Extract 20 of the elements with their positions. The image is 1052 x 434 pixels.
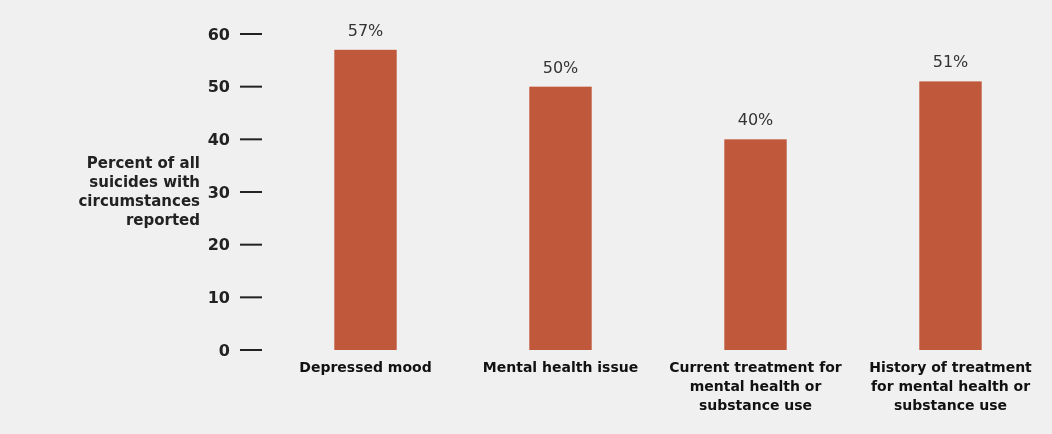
y-tick-label: 40 [207,129,230,149]
x-tick-label: Mental health issue [482,359,639,375]
bar [529,86,592,350]
y-tick-label: 30 [207,182,230,202]
x-tick-label: Depressed mood [299,359,432,375]
bar [919,81,982,350]
bar [724,139,787,350]
data-label: 51% [932,52,969,72]
data-label: 57% [347,20,384,40]
y-tick-label: 50 [207,77,230,97]
bar [334,49,397,350]
y-axis-title: Percent of all suicides with circumstances reported [78,153,201,229]
y-tick-label: 0 [218,340,230,360]
data-label: 40% [737,110,774,130]
y-tick-label: 10 [207,287,230,307]
x-tick-label: Current treatment for mental health or substance use [669,359,842,413]
y-tick-label: 60 [207,24,230,44]
data-label: 50% [542,57,579,77]
y-tick-label: 20 [207,235,230,255]
x-tick-label: History of treatment for mental health or substance use [869,359,1033,413]
